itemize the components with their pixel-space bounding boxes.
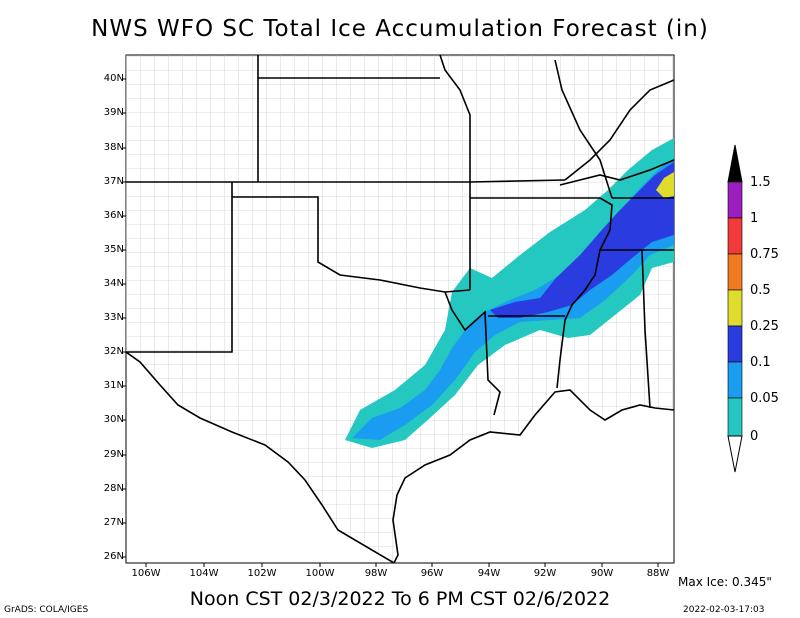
lat-label-34n: 34N bbox=[103, 278, 124, 289]
lat-label-31n: 31N bbox=[103, 380, 124, 391]
lat-label-38n: 38N bbox=[103, 142, 124, 153]
colorbar-bottom-triangle bbox=[727, 435, 743, 473]
software-credit: GrADS: COLA/IGES bbox=[4, 605, 89, 615]
colorbar-seg-2 bbox=[727, 217, 743, 255]
colorbar-label-0-1: 0.1 bbox=[750, 355, 771, 370]
state-borders bbox=[126, 55, 674, 416]
colorbar-label-0-5: 0.5 bbox=[750, 283, 771, 298]
map-title: NWS WFO SC Total Ice Accumulation Foreca… bbox=[91, 16, 709, 42]
ice-band-heavy bbox=[490, 162, 674, 318]
max-ice-label: Max Ice: 0.345" bbox=[678, 575, 772, 589]
colorbar bbox=[727, 144, 743, 473]
lat-label-30n: 30N bbox=[103, 414, 124, 425]
lon-label-88w: 88W bbox=[646, 568, 670, 579]
generation-timestamp: 2022-02-03-17:03 bbox=[683, 605, 765, 615]
colorbar-top-triangle bbox=[727, 144, 743, 183]
lon-label-100w: 100W bbox=[305, 568, 335, 579]
lon-label-98w: 98W bbox=[364, 568, 388, 579]
lat-label-32n: 32N bbox=[103, 346, 124, 357]
colorbar-label-0-05: 0.05 bbox=[750, 391, 779, 406]
colorbar-label-0-75: 0.75 bbox=[750, 247, 779, 262]
colorbar-label-0: 0 bbox=[750, 429, 759, 444]
lat-label-29n: 29N bbox=[103, 449, 124, 460]
lon-label-92w: 92W bbox=[533, 568, 557, 579]
colorbar-label-1: 1 bbox=[750, 211, 759, 226]
colorbar-seg-7 bbox=[727, 397, 743, 437]
lat-label-36n: 36N bbox=[103, 210, 124, 221]
lon-label-102w: 102W bbox=[247, 568, 277, 579]
lat-label-40n: 40N bbox=[103, 73, 124, 84]
axis-ticks bbox=[122, 78, 659, 567]
lat-label-28n: 28N bbox=[103, 483, 124, 494]
lon-label-96w: 96W bbox=[420, 568, 444, 579]
lat-label-37n: 37N bbox=[103, 176, 124, 187]
colorbar-seg-4 bbox=[727, 289, 743, 327]
colorbar-seg-1 bbox=[727, 181, 743, 219]
lat-label-33n: 33N bbox=[103, 312, 124, 323]
ice-max-pocket bbox=[656, 172, 674, 198]
lon-label-106w: 106W bbox=[131, 568, 161, 579]
colorbar-seg-6 bbox=[727, 361, 743, 399]
lat-label-26n: 26N bbox=[103, 551, 124, 562]
coastline bbox=[392, 389, 674, 563]
mexico-border bbox=[126, 351, 395, 563]
colorbar-label-1-5: 1.5 bbox=[750, 175, 771, 190]
lon-label-94w: 94W bbox=[477, 568, 501, 579]
forecast-date-range: Noon CST 02/3/2022 To 6 PM CST 02/6/2022 bbox=[189, 588, 611, 610]
lon-label-90w: 90W bbox=[590, 568, 614, 579]
lat-label-27n: 27N bbox=[103, 517, 124, 528]
colorbar-label-0-25: 0.25 bbox=[750, 319, 779, 334]
ice-band-light bbox=[345, 138, 674, 448]
lat-label-35n: 35N bbox=[103, 244, 124, 255]
colorbar-seg-5 bbox=[727, 325, 743, 363]
lat-label-39n: 39N bbox=[103, 107, 124, 118]
lon-label-104w: 104W bbox=[189, 568, 219, 579]
colorbar-seg-3 bbox=[727, 253, 743, 291]
ice-band-medium bbox=[352, 158, 674, 440]
